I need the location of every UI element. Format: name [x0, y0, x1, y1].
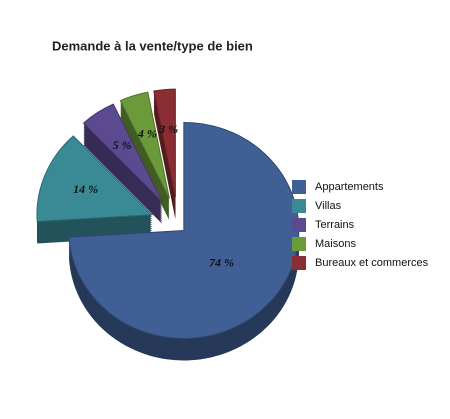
legend-label: Terrains: [315, 219, 355, 231]
slice: [153, 88, 176, 198]
legend-swatch: [292, 218, 306, 232]
legend-label: Appartements: [315, 181, 384, 193]
chart-title: Demande à la vente/type de bien: [52, 38, 253, 53]
value-label: 74 %: [209, 255, 234, 269]
value-label: 5 %: [113, 138, 132, 152]
legend: Appartements Villas Terrains Maisons Bureaux…: [292, 180, 429, 270]
legend-swatch: [292, 199, 306, 213]
slice: [36, 135, 154, 223]
value-label: 3 %: [158, 122, 178, 136]
slice: [119, 91, 170, 199]
pie: 74 % 14 % 5 % 4 % 3 %: [36, 88, 300, 361]
legend-label: Maisons: [315, 238, 356, 250]
value-label: 14 %: [73, 182, 98, 196]
value-label: 4 %: [137, 126, 157, 140]
legend-swatch: [292, 237, 306, 251]
legend-label: Bureaux et commerces: [315, 257, 429, 269]
slice: [68, 121, 300, 339]
legend-swatch: [292, 180, 306, 194]
slice: [82, 103, 163, 203]
legend-swatch: [292, 256, 306, 270]
legend-label: Villas: [315, 200, 342, 212]
